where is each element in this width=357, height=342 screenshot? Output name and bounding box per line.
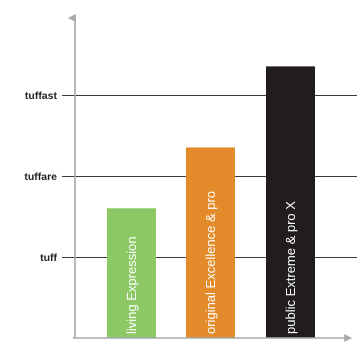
bars bbox=[107, 66, 315, 338]
bar-2 bbox=[186, 147, 235, 338]
bar-label: original Excellence & pro bbox=[203, 191, 218, 334]
bar-3 bbox=[266, 66, 315, 338]
y-tick-label: tuff bbox=[40, 252, 57, 264]
bar-label: public Extreme & pro X bbox=[283, 201, 298, 334]
axes bbox=[67, 14, 353, 342]
bar-1 bbox=[107, 208, 156, 338]
y-tick-label: tuffare bbox=[24, 171, 57, 183]
labels: tuff tuffare tuffast living Expression origi… bbox=[24, 90, 298, 334]
bar-label: living Expression bbox=[124, 236, 139, 334]
y-tick-label: tuffast bbox=[25, 90, 58, 102]
